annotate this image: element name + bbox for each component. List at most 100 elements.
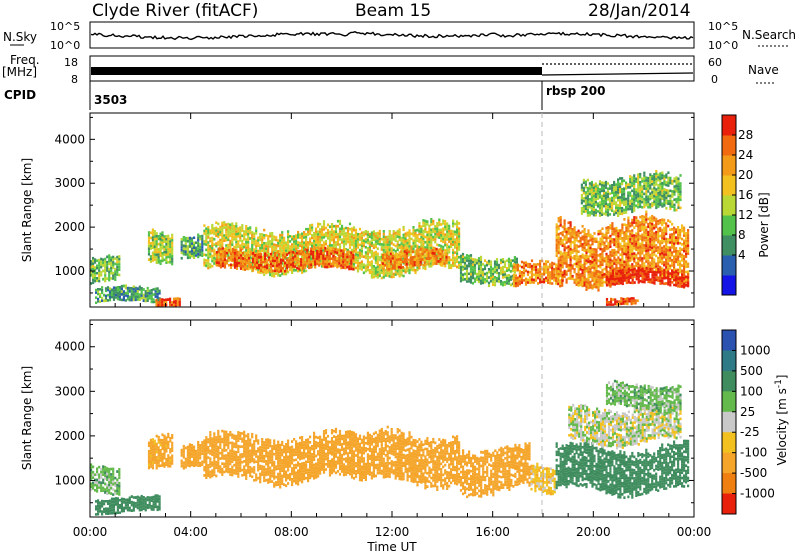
- data-cell: [292, 264, 295, 268]
- data-cell: [100, 273, 103, 277]
- data-cell: [321, 225, 324, 229]
- data-cell: [427, 254, 430, 258]
- data-cell: [385, 251, 389, 255]
- data-cell: [681, 276, 684, 280]
- data-cell: [563, 275, 566, 278]
- data-cell: [398, 269, 401, 273]
- data-cell: [641, 244, 644, 247]
- data-cell: [627, 261, 630, 265]
- data-cell: [555, 225, 558, 229]
- data-cell: [589, 236, 592, 239]
- data-cell: [465, 269, 469, 273]
- data-cell: [655, 225, 658, 229]
- data-cell: [591, 248, 594, 251]
- data-cell: [444, 241, 447, 244]
- data-cell: [454, 251, 457, 254]
- data-cell: [380, 243, 383, 246]
- data-cell: [667, 265, 670, 268]
- data-cell: [430, 220, 433, 224]
- data-cell: [102, 269, 105, 273]
- data-cell: [635, 264, 638, 268]
- data-cell: [104, 276, 107, 280]
- data-cell: [315, 243, 318, 247]
- data-cell: [197, 239, 200, 242]
- data-cell: [621, 274, 624, 277]
- data-cell: [99, 293, 102, 296]
- data-cell: [386, 261, 389, 264]
- data-cell: [677, 279, 680, 282]
- data-cell: [645, 267, 648, 270]
- data-cell: [225, 244, 228, 247]
- data-cell: [659, 252, 662, 256]
- data-cell: [647, 270, 650, 274]
- data-cell: [649, 280, 652, 284]
- data-cell: [239, 226, 242, 229]
- data-cell: [575, 244, 578, 247]
- data-cell: [399, 253, 402, 256]
- data-cell: [277, 244, 280, 248]
- data-cell: [581, 274, 584, 277]
- freq-panel: Freq. [MHz] 18 8 60 0 Nave: [2, 53, 779, 86]
- data-cell: [615, 209, 618, 212]
- data-cell: [629, 194, 632, 197]
- data-cell: [659, 258, 662, 261]
- data-cell: [503, 260, 507, 263]
- data-cell: [354, 255, 358, 259]
- data-cell: [411, 256, 414, 259]
- data-cell: [561, 276, 564, 280]
- data-cell: [687, 244, 690, 248]
- data-cell: [601, 273, 604, 277]
- data-cell: [567, 226, 570, 230]
- data-cell: [317, 238, 320, 241]
- data-cell: [655, 276, 658, 279]
- data-cell: [643, 244, 646, 247]
- data-cell: [301, 235, 304, 238]
- data-cell: [199, 243, 202, 246]
- data-cell: [557, 267, 560, 271]
- data-cell: [665, 222, 668, 225]
- data-cell: [575, 257, 578, 260]
- data-cell: [399, 255, 402, 259]
- data-cell: [120, 287, 123, 291]
- data-cell: [659, 250, 662, 253]
- data-cell: [418, 266, 421, 270]
- data-cell: [687, 262, 690, 266]
- data-cell: [431, 254, 434, 258]
- data-cell: [499, 266, 503, 270]
- data-cell: [338, 245, 342, 249]
- data-cell: [627, 229, 630, 233]
- data-cell: [297, 269, 300, 273]
- data-cell: [241, 267, 245, 271]
- data-cell: [655, 238, 658, 242]
- data-cell: [599, 253, 602, 256]
- data-cell: [103, 299, 106, 303]
- data-cell: [163, 301, 166, 304]
- data-cell: [629, 274, 632, 277]
- data-cell: [411, 250, 414, 254]
- data-cell: [209, 247, 212, 251]
- data-cell: [595, 264, 598, 268]
- data-cell: [597, 230, 600, 233]
- data-cell: [154, 287, 157, 291]
- data-cell: [286, 263, 289, 267]
- data-cell: [685, 278, 688, 282]
- data-cell: [193, 246, 196, 249]
- data-cell: [625, 184, 628, 187]
- data-cell: [395, 258, 398, 262]
- data-cell: [454, 256, 457, 260]
- data-cell: [159, 304, 162, 307]
- data-cell: [346, 255, 349, 259]
- data-cell: [629, 238, 632, 241]
- data-cell: [586, 192, 589, 195]
- data-cell: [428, 235, 431, 238]
- data-cell: [398, 243, 401, 247]
- data-cell: [443, 262, 446, 265]
- data-cell: [368, 263, 371, 267]
- data-cell: [312, 262, 315, 265]
- data-cell: [569, 253, 572, 256]
- data-cell: [235, 222, 238, 225]
- data-cell: [203, 242, 206, 246]
- data-cell: [221, 221, 224, 225]
- data-cell: [217, 243, 220, 246]
- data-cell: [629, 186, 632, 189]
